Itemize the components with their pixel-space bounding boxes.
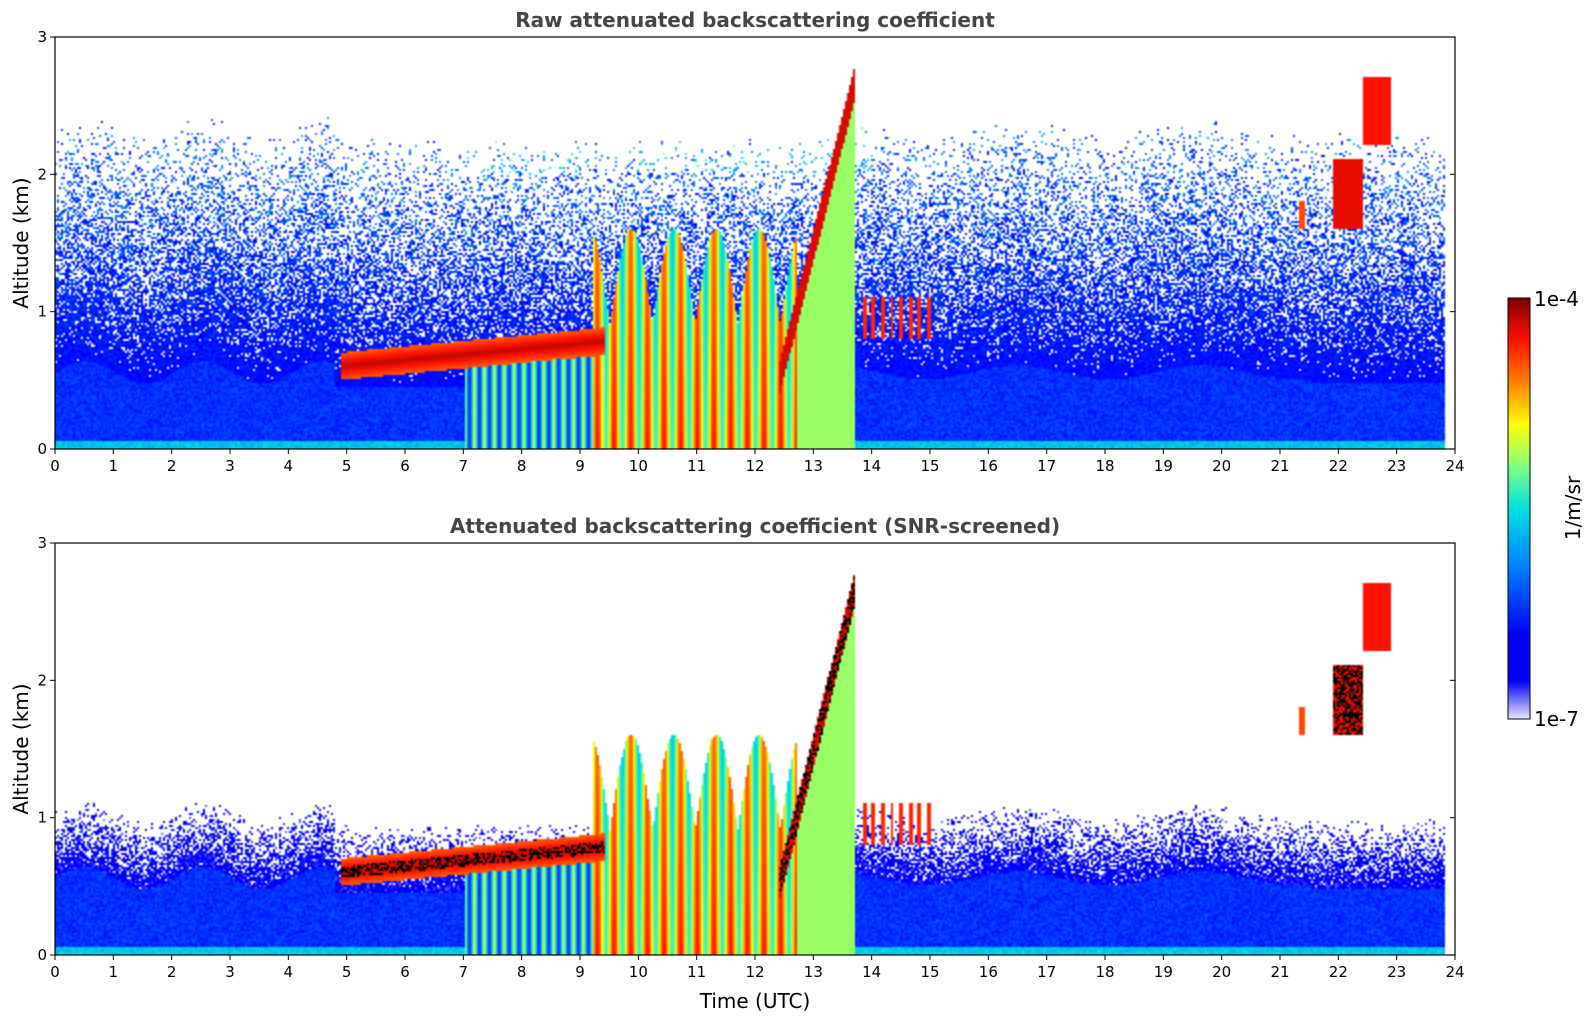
x-tick-label: 21 — [1270, 963, 1289, 981]
x-tick-label: 21 — [1270, 457, 1289, 475]
x-tick-label: 0 — [50, 457, 60, 475]
x-tick-label: 12 — [745, 457, 764, 475]
x-tick-label: 16 — [979, 963, 998, 981]
screened-heatmap-image — [55, 543, 1455, 955]
raw-heatmap-image — [55, 37, 1455, 449]
x-tick-label: 1 — [109, 963, 119, 981]
x-tick-label: 4 — [284, 963, 294, 981]
panel-raw-ticks: 0 1 2 3 4 5 6 7 8 9 10 11 12 13 14 15 16 17 18 19 20 21 22 23 24… — [37, 28, 1464, 475]
x-tick-label: 10 — [629, 963, 648, 981]
x-tick-label: 18 — [1095, 457, 1114, 475]
x-tick-label: 19 — [1154, 457, 1173, 475]
x-tick-label: 23 — [1387, 457, 1406, 475]
x-tick-label: 2 — [167, 457, 177, 475]
x-tick-label: 19 — [1154, 963, 1173, 981]
colorbar: 1e-4 1e-7 1/m/sr — [1507, 287, 1585, 731]
x-tick-label: 11 — [687, 963, 706, 981]
x-tick-label: 24 — [1445, 457, 1464, 475]
panel-raw-ylabel: Altitude (km) — [9, 177, 33, 308]
x-tick-label: 4 — [284, 457, 294, 475]
x-tick-label: 6 — [400, 457, 410, 475]
x-tick-label: 12 — [745, 963, 764, 981]
y-tick-label: 0 — [37, 440, 47, 458]
panel-screened-ylabel: Altitude (km) — [9, 683, 33, 814]
x-tick-label: 9 — [575, 457, 585, 475]
x-tick-label: 14 — [862, 457, 881, 475]
y-tick-label: 3 — [37, 28, 47, 46]
x-tick-label: 24 — [1445, 963, 1464, 981]
y-tick-label: 1 — [37, 303, 47, 321]
colorbar-gradient — [1508, 298, 1530, 719]
x-tick-label: 10 — [629, 457, 648, 475]
x-tick-label: 7 — [459, 963, 469, 981]
x-tick-label: 3 — [225, 963, 235, 981]
panel-screened: Attenuated backscattering coefficient (S… — [9, 514, 1465, 1013]
y-tick-label: 2 — [37, 165, 47, 183]
x-tick-label: 17 — [1037, 457, 1056, 475]
x-tick-label: 18 — [1095, 963, 1114, 981]
x-tick-label: 17 — [1037, 963, 1056, 981]
panel-screened-ticks: 0 1 2 3 4 5 6 7 8 9 10 11 12 13 14 15 16 17 18 19 20 21 22 23 24… — [37, 534, 1464, 981]
x-tick-label: 3 — [225, 457, 235, 475]
x-tick-label: 5 — [342, 963, 352, 981]
colorbar-frame — [1507, 297, 1531, 720]
colorbar-unit-label: 1/m/sr — [1561, 475, 1585, 540]
panel-screened-xlabel: Time (UTC) — [699, 989, 811, 1013]
x-tick-label: 15 — [920, 963, 939, 981]
x-tick-label: 8 — [517, 457, 527, 475]
x-tick-label: 5 — [342, 457, 352, 475]
y-tick-label: 2 — [37, 671, 47, 689]
x-tick-label: 0 — [50, 963, 60, 981]
x-tick-label: 1 — [109, 457, 119, 475]
x-tick-label: 14 — [862, 963, 881, 981]
colorbar-min-label: 1e-7 — [1534, 707, 1579, 731]
x-tick-label: 23 — [1387, 963, 1406, 981]
x-tick-label: 20 — [1212, 457, 1231, 475]
panel-raw: Raw attenuated backscattering coefficien… — [9, 8, 1465, 475]
x-tick-label: 13 — [804, 457, 823, 475]
panel-screened-title: Attenuated backscattering coefficient (S… — [450, 514, 1060, 538]
y-tick-label: 1 — [37, 809, 47, 827]
colorbar-max-label: 1e-4 — [1534, 287, 1579, 311]
x-tick-label: 22 — [1329, 963, 1348, 981]
y-tick-label: 3 — [37, 534, 47, 552]
x-tick-label: 20 — [1212, 963, 1231, 981]
x-tick-label: 16 — [979, 457, 998, 475]
x-tick-label: 15 — [920, 457, 939, 475]
x-tick-label: 2 — [167, 963, 177, 981]
x-tick-label: 22 — [1329, 457, 1348, 475]
y-tick-label: 0 — [37, 946, 47, 964]
panel-raw-title: Raw attenuated backscattering coefficien… — [515, 8, 995, 32]
x-tick-label: 13 — [804, 963, 823, 981]
x-tick-label: 8 — [517, 963, 527, 981]
x-tick-label: 6 — [400, 963, 410, 981]
x-tick-label: 11 — [687, 457, 706, 475]
x-tick-label: 9 — [575, 963, 585, 981]
x-tick-label: 7 — [459, 457, 469, 475]
